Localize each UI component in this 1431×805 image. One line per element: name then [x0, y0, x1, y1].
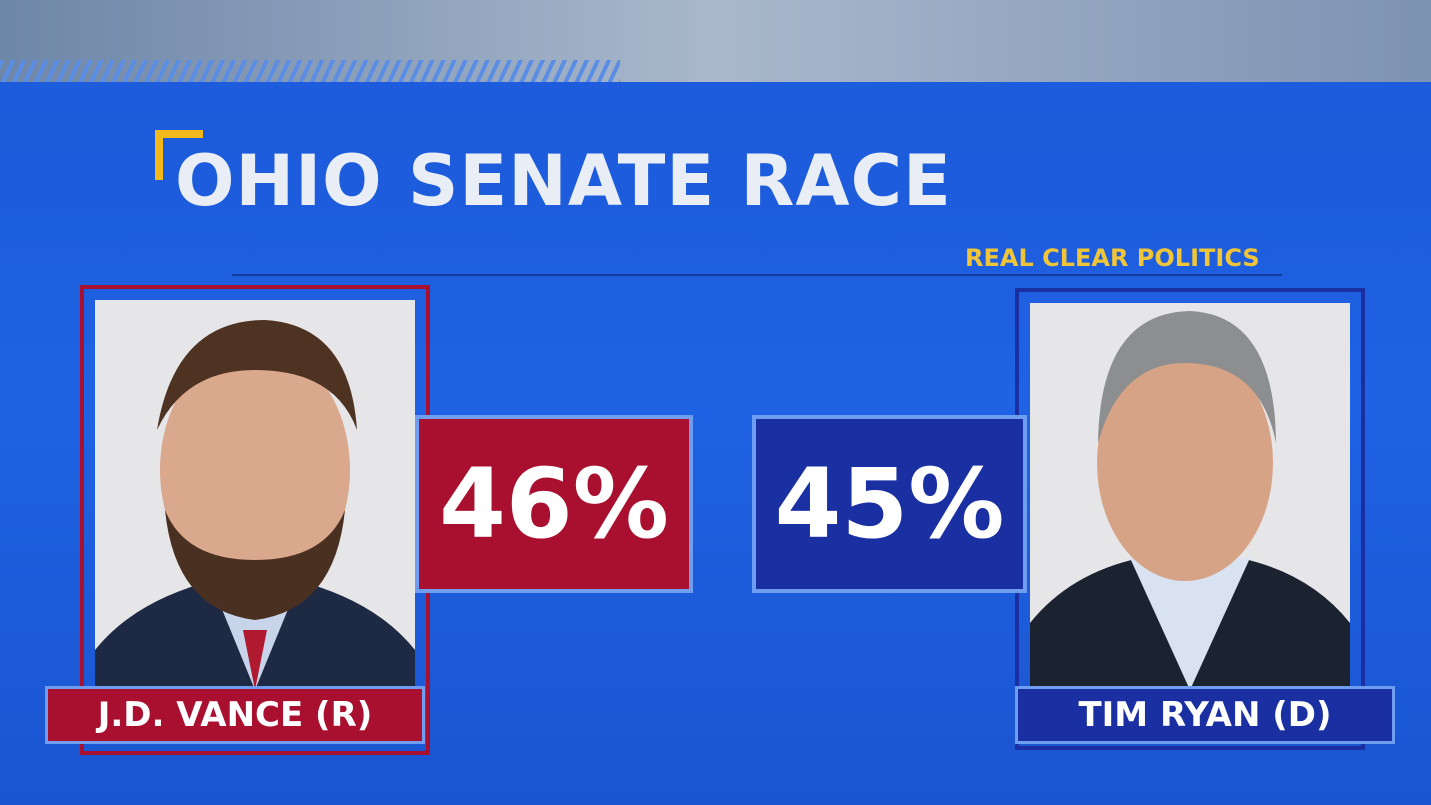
source: REAL CLEAR POLITICS — [965, 244, 1260, 272]
candidate-name: J.D. VANCE (R) — [45, 686, 425, 744]
result: 46% — [415, 415, 693, 593]
divider — [232, 274, 1282, 276]
candidate-photo — [1030, 303, 1350, 690]
background-band — [0, 82, 1431, 112]
hatch-decoration — [0, 60, 620, 82]
candidate-name: TIM RYAN (D) — [1015, 686, 1395, 744]
portrait — [95, 320, 415, 690]
candidate-photo — [95, 300, 415, 690]
portrait — [1030, 311, 1350, 690]
title: OHIO SENATE RACE — [175, 140, 952, 222]
title-bracket — [155, 130, 203, 180]
result: 45% — [752, 415, 1027, 593]
